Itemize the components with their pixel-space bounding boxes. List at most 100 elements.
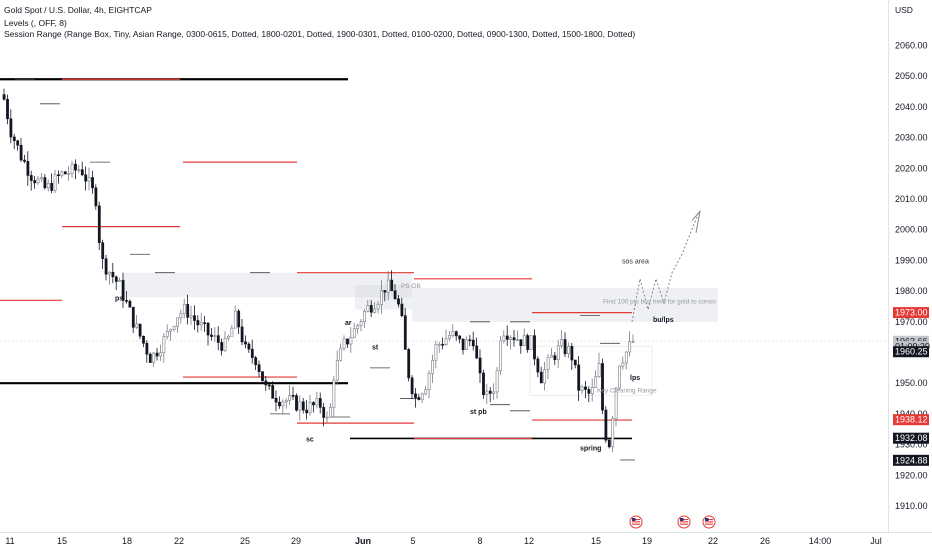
price-tick-label: 1980.00: [895, 286, 928, 296]
candle-body: [240, 326, 244, 343]
candle-body: [604, 409, 608, 441]
price-tick-label: 2020.00: [895, 163, 928, 173]
candle-body: [237, 310, 241, 328]
candle-body: [407, 349, 411, 379]
price-tick-label: 1920.00: [895, 470, 928, 480]
candle-body: [590, 387, 594, 394]
candle-body: [91, 177, 94, 189]
candle-body: [216, 335, 220, 343]
us-flag-event-icon[interactable]: [629, 515, 643, 529]
us-flag-event-icon[interactable]: [702, 515, 716, 529]
candle-body: [227, 335, 230, 339]
annotation-label: ps: [115, 295, 123, 302]
session-range-indicator-label[interactable]: Session Range (Range Box, Tiny, Asian Ra…: [4, 29, 636, 39]
candle-body: [148, 353, 152, 363]
candle-body: [318, 398, 322, 408]
candle-body: [509, 337, 513, 340]
candle-body: [155, 352, 159, 357]
range-box: [412, 288, 718, 322]
candle-body: [46, 183, 50, 189]
annotation-label: sc: [306, 437, 314, 444]
candle-body: [563, 339, 567, 355]
time-tick-label: 22: [174, 536, 184, 546]
candle-body: [274, 397, 278, 403]
candle-body: [169, 329, 173, 332]
levels-indicator-label[interactable]: Levels (, OFF, 8): [4, 18, 67, 28]
flag-icon-stripe: [632, 523, 640, 525]
candle-body: [131, 306, 135, 328]
candle-body: [332, 379, 336, 408]
candle-body: [587, 389, 591, 394]
candle-body: [397, 298, 400, 305]
candle-body: [431, 359, 434, 374]
candle-body: [305, 409, 309, 414]
candle-body: [26, 161, 30, 176]
candle-body: [580, 386, 584, 391]
time-axis: 11 15 18 22 25 29 Jun 5 8 12 15 19 22 26 14:00 Jul: [5, 536, 881, 546]
candle-body: [94, 187, 98, 207]
flag-icon-canton: [705, 518, 709, 521]
candle-body: [199, 322, 203, 326]
candle-body: [329, 406, 332, 418]
candle-body: [618, 365, 621, 389]
candle-body: [142, 335, 145, 344]
projection-path: [631, 209, 701, 322]
candle-body: [210, 334, 213, 337]
currency-label: USD: [895, 5, 913, 15]
candle-body: [104, 258, 108, 275]
candle-body: [244, 341, 247, 345]
range-box: [123, 272, 412, 298]
time-tick-label: 29: [291, 536, 301, 546]
candle-body: [366, 305, 370, 312]
candle-body: [516, 339, 519, 341]
candle-body: [376, 304, 380, 310]
candle-body: [111, 271, 115, 278]
candle-body: [536, 358, 540, 373]
annotation-label: Key Cleaning Range: [597, 387, 657, 394]
candle-body: [247, 343, 251, 350]
projection-arrowhead: [691, 209, 701, 233]
candle-body: [567, 346, 570, 355]
candle-body: [250, 348, 254, 358]
candle-body: [478, 357, 482, 374]
candle-body: [145, 342, 149, 355]
price-tick-label: 2010.00: [895, 194, 928, 204]
candle-body: [233, 310, 237, 329]
candle-body: [403, 315, 407, 350]
flag-icon-stripe: [680, 523, 688, 525]
annotation-label: st pb: [470, 409, 487, 416]
annotation-label: PS OB: [401, 283, 421, 290]
candle-body: [29, 175, 33, 181]
price-tick-label: 2000.00: [895, 225, 928, 235]
candle-body: [624, 351, 628, 364]
candle-body: [560, 339, 564, 347]
flag-icon-stripe: [632, 519, 640, 521]
candle-body: [420, 393, 424, 400]
price-tick-label: 1930.00: [895, 440, 928, 450]
candle-body: [424, 389, 428, 395]
candle-body: [114, 276, 118, 282]
event-icons[interactable]: [629, 515, 716, 529]
time-tick-label: Jul: [870, 536, 882, 546]
candle-body: [9, 118, 13, 138]
annotation-label: Find 100 pip box here for gold to conso: [603, 298, 716, 305]
time-tick-label: 5: [410, 536, 415, 546]
candle-body: [298, 401, 302, 411]
candle-body: [471, 339, 475, 347]
candle-body: [570, 346, 574, 361]
candle-body: [264, 380, 268, 386]
candle-body: [186, 304, 190, 318]
chart-title[interactable]: Gold Spot / U.S. Dollar, 4h, EIGHTCAP: [4, 5, 152, 15]
price-label-box: [893, 346, 929, 358]
us-flag-event-icon[interactable]: [677, 515, 691, 529]
flag-icon-stripe: [705, 519, 713, 521]
candle-body: [165, 330, 169, 337]
candle-body: [434, 344, 438, 361]
candle-body: [356, 325, 360, 330]
price-tick-label: 1940.00: [895, 409, 928, 419]
grid: [0, 0, 932, 533]
candle-body: [118, 280, 122, 282]
time-tick-label: 18: [122, 536, 132, 546]
candle-body: [33, 180, 37, 184]
